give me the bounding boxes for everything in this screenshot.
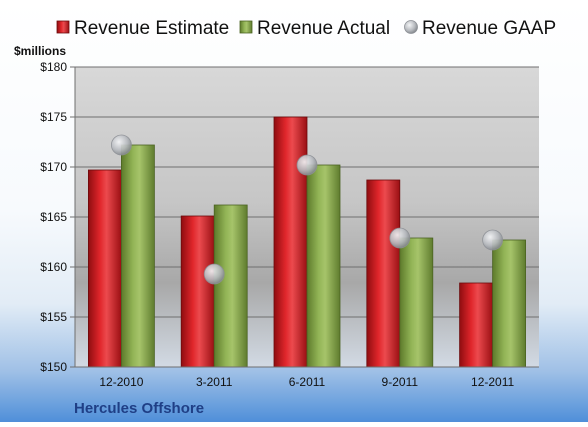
gaap-marker bbox=[203, 263, 225, 285]
legend-label: Revenue Estimate bbox=[74, 18, 229, 39]
y-tick-label: $175 bbox=[40, 110, 67, 124]
revenue-estimate-bar bbox=[459, 282, 494, 368]
revenue-actual-bar bbox=[121, 144, 155, 368]
revenue-estimate-legend-swatch bbox=[56, 20, 70, 34]
gaap-markers bbox=[111, 134, 504, 285]
legend-label: Revenue Actual bbox=[257, 18, 390, 39]
y-axis-unit-label: $millions bbox=[14, 44, 66, 58]
bars bbox=[88, 116, 527, 368]
legend-label: Revenue GAAP bbox=[422, 18, 556, 39]
x-tick-label: 3-2011 bbox=[196, 375, 233, 389]
revenue-actual-bar bbox=[213, 204, 248, 368]
gaap-marker bbox=[296, 154, 318, 176]
x-tick-label: 9-2011 bbox=[382, 375, 419, 389]
revenue-gaap-legend-swatch bbox=[404, 20, 418, 34]
y-tick-label: $150 bbox=[40, 360, 67, 374]
revenue-estimate-bar bbox=[88, 169, 122, 368]
axes: $150 $155 $160 $165 $170 $175 $180 12-2010 3-201… bbox=[40, 60, 539, 389]
y-tick-label: $180 bbox=[40, 60, 67, 74]
revenue-actual-bar bbox=[399, 237, 434, 368]
gaap-marker bbox=[482, 229, 504, 251]
legend: Revenue Estimate Revenue Actual Revenue GA… bbox=[56, 18, 556, 39]
company-name: Hercules Offshore bbox=[74, 400, 204, 417]
gaap-marker bbox=[389, 227, 411, 249]
y-tick-label: $165 bbox=[40, 210, 67, 224]
revenue-actual-bar bbox=[306, 164, 341, 368]
y-tick-label: $155 bbox=[40, 310, 67, 324]
x-tick-label: 12-2010 bbox=[99, 375, 143, 389]
revenue-estimate-bar bbox=[366, 179, 401, 368]
x-tick-label: 6-2011 bbox=[289, 375, 326, 389]
y-tick-label: $170 bbox=[40, 160, 67, 174]
x-tick-label: 12-2011 bbox=[471, 375, 514, 389]
revenue-estimate-bar bbox=[273, 116, 308, 368]
y-tick-label: $160 bbox=[40, 260, 67, 274]
gaap-marker bbox=[111, 134, 132, 156]
revenue-actual-bar bbox=[492, 239, 527, 368]
revenue-estimate-bar bbox=[180, 215, 215, 368]
revenue-actual-legend-swatch bbox=[239, 20, 253, 34]
